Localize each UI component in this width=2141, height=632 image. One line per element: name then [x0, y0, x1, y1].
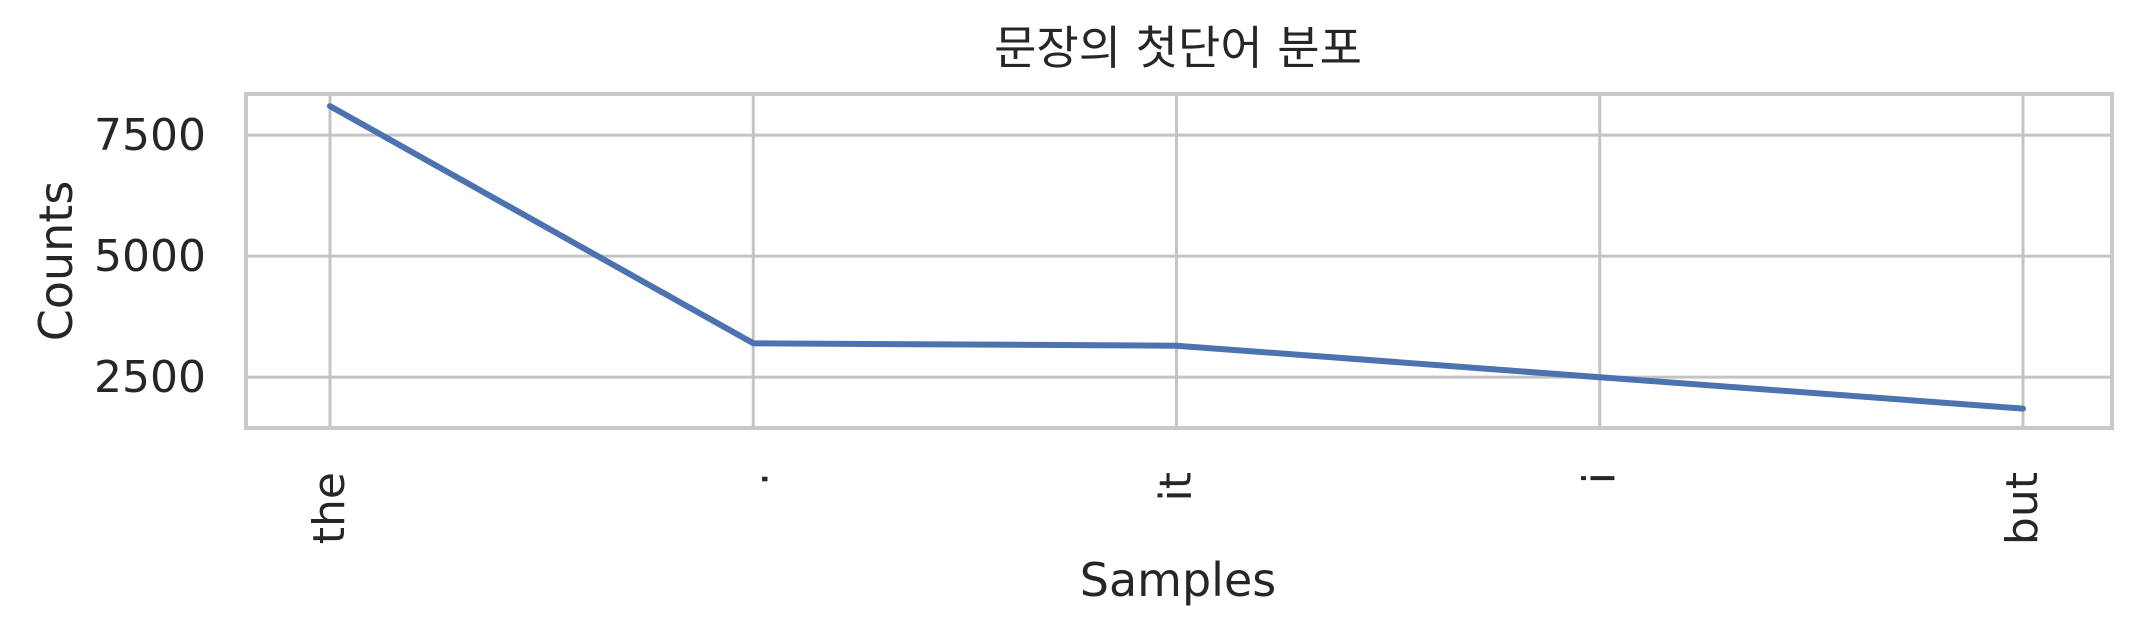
chart-title: 문장의 첫단어 분포 — [994, 21, 1362, 75]
y-axis-label: Counts — [29, 181, 83, 342]
x-tick-label: the — [304, 472, 355, 544]
series-layer — [327, 103, 2026, 412]
y-tick-labels: 2500 5000 7500 — [94, 110, 206, 403]
x-tick-label: it — [1151, 472, 1202, 501]
grid — [246, 94, 2112, 428]
x-tick-label: but — [1997, 472, 2048, 545]
x-tick-label: . — [727, 472, 778, 486]
x-axis-label: Samples — [1080, 553, 1276, 607]
y-tick-label: 2500 — [94, 352, 206, 403]
y-tick-label: 5000 — [94, 231, 206, 282]
plot-frame — [244, 92, 2114, 430]
x-tick-labels: the. it i but — [304, 472, 2048, 545]
x-tick-label: i — [1574, 472, 1625, 484]
y-tick-label: 7500 — [94, 110, 206, 161]
